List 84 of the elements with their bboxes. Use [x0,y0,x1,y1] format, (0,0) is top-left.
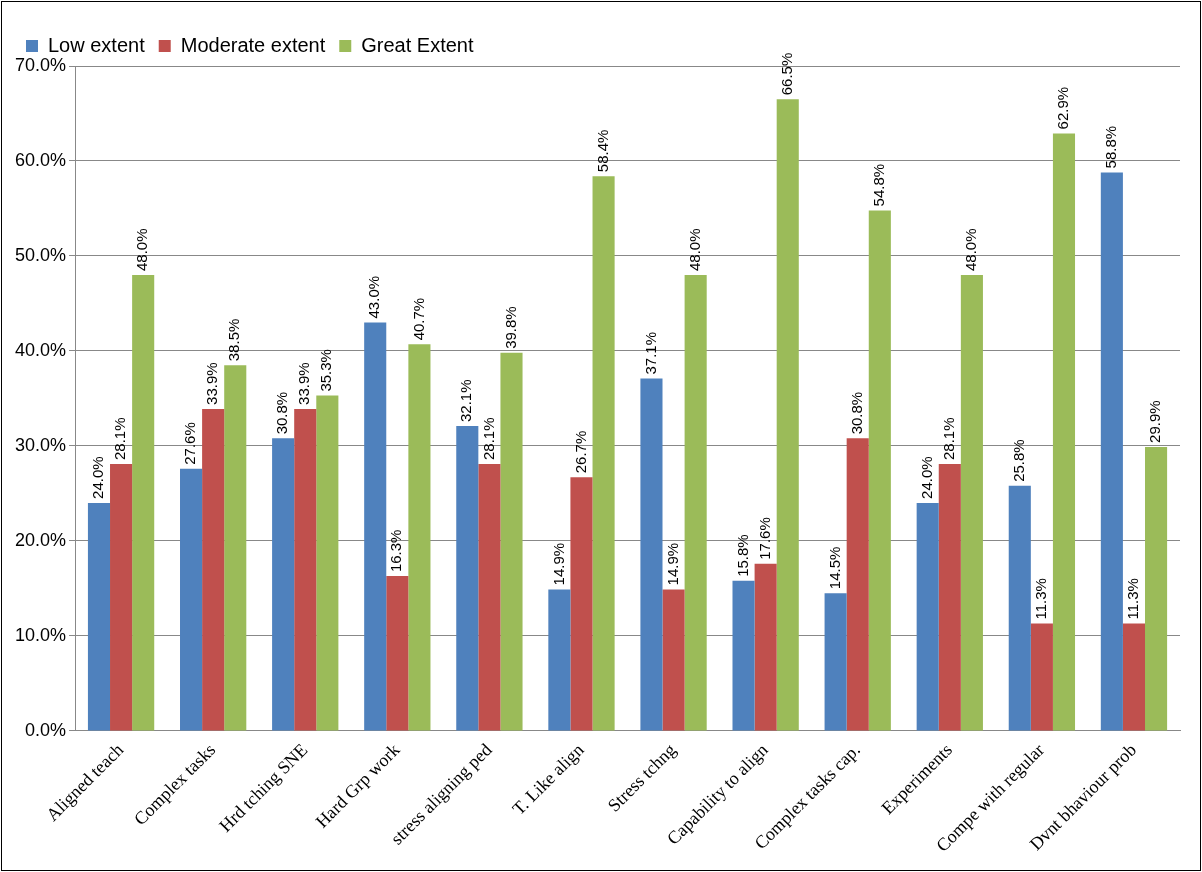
y-tick-label: 50.0% [14,244,67,265]
bar [732,580,755,731]
data-label: 40.7% [409,297,427,341]
bar [478,464,501,731]
bar [110,464,133,731]
data-label: 17.6% [755,517,773,560]
y-tick-label: 60.0% [14,149,67,170]
data-label: 38.5% [225,318,243,362]
bar [684,274,707,731]
data-label: 37.1% [641,331,659,375]
bar [456,426,479,731]
bar [224,365,247,731]
data-label: 11.3% [1032,578,1050,620]
bar [662,589,685,731]
bar [776,99,799,731]
data-label: 14.5% [825,546,843,590]
bar [868,210,891,731]
data-label: 29.9% [1146,400,1164,443]
y-tick-label: 70.0% [14,54,67,75]
bar [916,502,939,731]
data-label: 58.4% [593,129,611,173]
data-label: 43.0% [365,275,383,319]
data-label: 14.9% [663,542,681,586]
bar [294,408,317,731]
data-label: 26.7% [571,430,589,474]
data-label: 39.8% [501,306,519,349]
x-tick-label: T. Like align [508,739,588,819]
data-label: 32.1% [457,379,475,423]
bar [272,438,295,731]
data-label: 30.8% [273,391,291,435]
data-label: 15.8% [733,534,751,577]
bar [960,274,983,731]
bar [1100,172,1123,731]
data-label: 24.0% [917,456,935,499]
data-label: 33.9% [203,362,221,405]
data-label: 14.9% [549,542,567,586]
data-label: 58.8% [1102,125,1119,169]
y-tick-label: 20.0% [14,529,67,550]
bar [500,352,523,731]
bar [824,593,847,731]
data-label: 48.0% [133,228,151,271]
data-label: 62.9% [1054,86,1072,130]
bar [202,408,225,731]
bar [1052,133,1076,731]
bar [132,274,155,731]
bar [548,589,571,731]
data-label: 11.3% [1124,578,1142,620]
bar [364,322,387,731]
bar [846,438,869,731]
y-tick-label: 0.0% [25,719,67,740]
data-label: 28.1% [111,417,129,461]
bar [408,344,431,731]
bar [386,576,409,731]
bar [640,378,663,731]
data-label: 16.3% [387,529,405,573]
legend-label: Low extent [48,33,146,56]
bar [316,395,339,731]
bar [180,468,203,731]
data-label: 28.1% [479,417,497,461]
data-label: 28.1% [939,417,957,461]
bar [938,464,961,731]
bar [592,176,615,731]
data-label: 54.8% [869,163,887,207]
y-tick-label: 40.0% [14,339,67,360]
data-label: 66.5% [777,52,795,96]
bar [570,477,593,731]
bar [754,563,777,731]
legend-label: Great Extent [361,33,474,56]
y-tick-label: 10.0% [14,624,67,645]
data-label: 48.0% [685,228,703,271]
data-label: 25.8% [1009,439,1027,482]
data-label: 24.0% [89,456,107,499]
y-tick-label: 30.0% [14,434,67,455]
data-label: 33.9% [295,362,313,405]
data-label: 35.3% [317,349,335,392]
data-label: 30.8% [847,391,865,435]
bar [87,502,111,731]
legend-label: Moderate extent [180,33,326,56]
bar [1122,623,1146,731]
bar [1145,446,1168,731]
data-label: 27.6% [181,422,199,465]
bar [1008,485,1031,731]
bar [1030,623,1053,731]
data-label: 48.0% [962,228,980,271]
